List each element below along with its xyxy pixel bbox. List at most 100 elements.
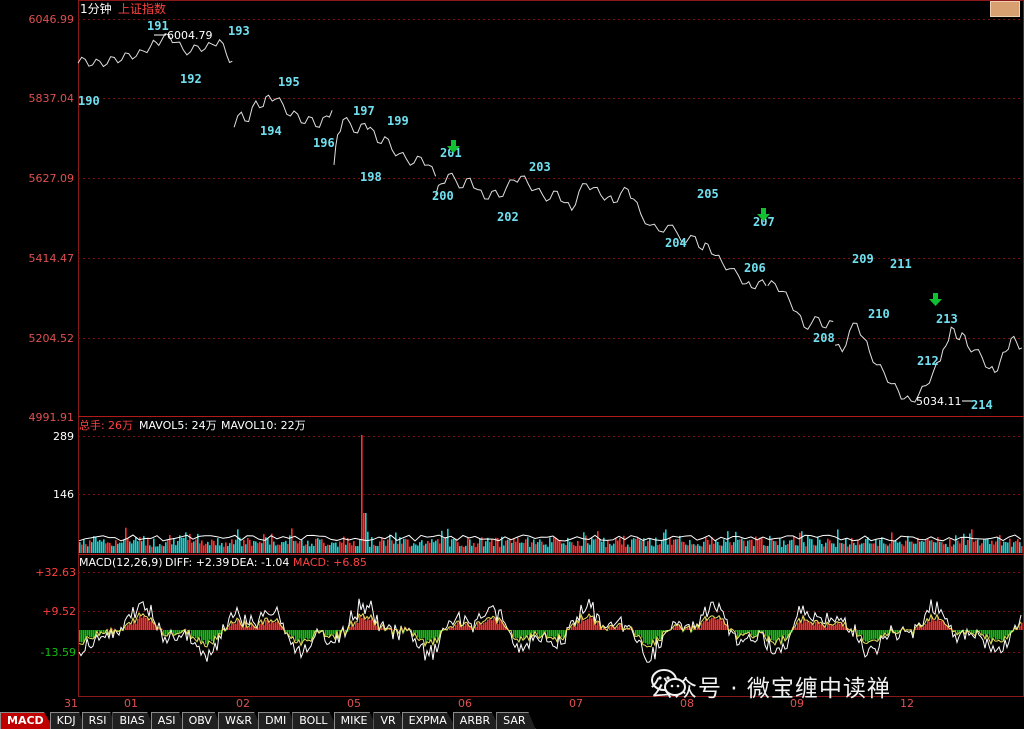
macd-bar <box>755 630 757 636</box>
volume-bar <box>181 537 183 553</box>
volume-bar <box>655 537 657 553</box>
volume-bar <box>441 530 443 553</box>
volume-bar <box>745 546 747 553</box>
wave-label: 213 <box>936 312 958 326</box>
tab-rsi[interactable]: RSI <box>81 712 117 729</box>
volume-bar <box>807 535 809 553</box>
tab-arbr[interactable]: ARBR <box>452 712 501 729</box>
price-grid <box>78 19 1024 339</box>
tab-boll[interactable]: BOLL <box>292 712 338 729</box>
macd-bar <box>975 630 977 635</box>
volume-bar <box>975 540 977 553</box>
macd-bar <box>233 623 235 630</box>
volume-bar <box>831 543 833 553</box>
macd-bar <box>613 626 615 630</box>
macd-bar <box>839 623 841 630</box>
macd-bar <box>917 626 919 630</box>
volume-bar <box>177 540 179 553</box>
tab-obv[interactable]: OBV <box>181 712 222 729</box>
macd-bar <box>1009 630 1011 635</box>
macd-dea: DEA: -1.04 <box>231 556 289 569</box>
volume-bar <box>875 538 877 553</box>
macd-bar <box>787 630 789 638</box>
macd-bar <box>427 630 429 641</box>
macd-bar <box>497 624 499 630</box>
volume-bar <box>727 531 729 553</box>
volume-bar <box>851 537 853 553</box>
volume-bar <box>117 543 119 553</box>
volume-bar <box>581 545 583 553</box>
volume-bar <box>523 542 525 553</box>
macd-bar <box>561 630 563 638</box>
volume-bar <box>123 539 125 553</box>
period-label[interactable]: 1分钟 <box>80 1 112 16</box>
macd-bar <box>595 624 597 630</box>
macd-bar <box>817 621 819 630</box>
tab-kdj[interactable]: KDJ <box>49 712 86 729</box>
macd-bar <box>979 630 981 632</box>
macd-bar <box>663 630 665 632</box>
volume-bar <box>677 539 679 553</box>
volume-bar <box>229 543 231 553</box>
volume-bar <box>731 545 733 553</box>
volume-bar <box>417 545 419 553</box>
volume-bar <box>901 544 903 553</box>
macd-bar <box>449 627 451 630</box>
volume-bar <box>131 543 133 553</box>
volume-bar <box>97 541 99 553</box>
volume-bar <box>101 541 103 553</box>
wave-label: 199 <box>387 114 409 128</box>
macd-bar <box>925 623 927 630</box>
volume-bar <box>593 539 595 553</box>
volume-bar <box>991 540 993 553</box>
volume-bar <box>319 539 321 553</box>
volume-bar <box>205 543 207 553</box>
volume-bar <box>653 546 655 553</box>
macd-bar <box>431 630 433 639</box>
volume-bar <box>507 539 509 553</box>
macd-bar <box>713 617 715 630</box>
volume-bar <box>579 545 581 553</box>
macd-lines <box>78 598 1022 663</box>
tab-wr[interactable]: W&R <box>217 712 263 729</box>
time-label: 06 <box>458 697 472 710</box>
volume-bar <box>999 535 1001 553</box>
macd-bar <box>833 625 835 630</box>
macd-bar <box>615 628 617 630</box>
macd-bar <box>259 623 261 630</box>
macd-bar <box>753 630 755 638</box>
tab-expma[interactable]: EXPMA <box>401 712 457 729</box>
tab-sar[interactable]: SAR <box>496 712 536 729</box>
volume-bar <box>465 545 467 553</box>
volume-bar <box>247 537 249 553</box>
macd-bar <box>271 621 273 630</box>
macd-bar <box>433 630 435 643</box>
tab-vr[interactable]: VR <box>373 712 406 729</box>
tab-dmi[interactable]: DMI <box>258 712 297 729</box>
tab-asi[interactable]: ASI <box>150 712 186 729</box>
volume-bar <box>179 535 181 553</box>
volume-bar <box>659 544 661 553</box>
volume-bar <box>737 539 739 553</box>
tab-macd[interactable]: MACD <box>0 712 54 729</box>
macd-bar <box>735 630 737 632</box>
macd-bar <box>263 625 265 630</box>
macd-bar <box>389 628 391 630</box>
volume-bar <box>781 546 783 553</box>
window-restore-icon[interactable] <box>990 1 1020 17</box>
volume-bar <box>873 543 875 553</box>
volume-bar <box>957 540 959 553</box>
volume-bar <box>535 544 537 553</box>
macd-bar <box>751 630 753 636</box>
macd-bar <box>331 630 333 635</box>
volume-bar <box>743 540 745 553</box>
macd-bar <box>945 624 947 630</box>
tab-bias[interactable]: BIAS <box>112 712 155 729</box>
volume-bar <box>1013 542 1015 553</box>
volume-bar <box>937 537 939 553</box>
macd-bar <box>987 630 989 635</box>
tab-mike[interactable]: MIKE <box>333 712 378 729</box>
macd-bar <box>419 630 421 640</box>
macd-bar <box>495 619 497 630</box>
volume-bar <box>837 529 839 553</box>
